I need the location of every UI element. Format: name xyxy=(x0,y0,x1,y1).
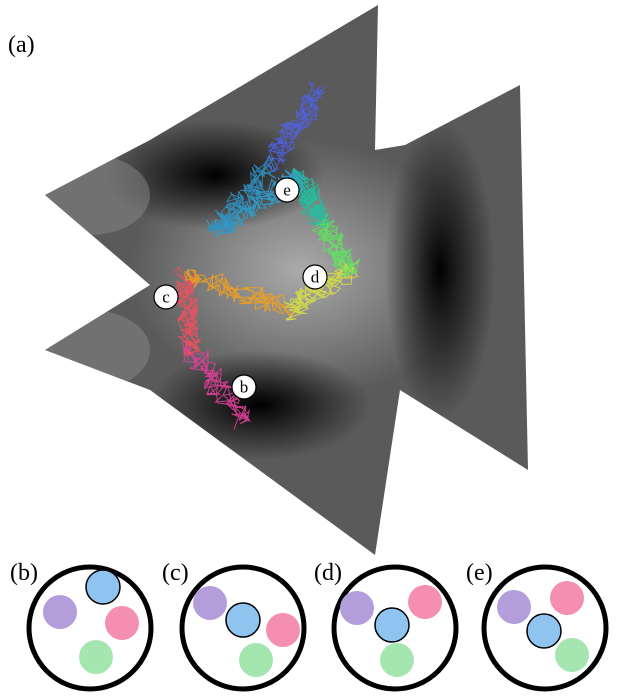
state-markers: b c d e xyxy=(153,177,328,400)
trajectory-segment xyxy=(205,154,277,234)
particle xyxy=(239,643,273,677)
marker-label: c xyxy=(162,288,170,307)
marker-circle xyxy=(153,284,179,310)
marker-label: d xyxy=(311,268,320,287)
marker-circle xyxy=(274,177,300,203)
trajectory-segment xyxy=(183,268,292,319)
trajectory-segment xyxy=(182,340,252,430)
trajectory-segment xyxy=(265,80,327,173)
panel-label: (c) xyxy=(162,560,189,586)
particle xyxy=(408,585,442,619)
particle xyxy=(526,613,562,649)
particle xyxy=(555,638,589,672)
panel-label: (b) xyxy=(10,560,38,586)
particle xyxy=(85,569,121,605)
marker-circle xyxy=(302,264,328,290)
trajectory-segment xyxy=(283,260,359,321)
marker-label: e xyxy=(283,181,291,200)
marker-circle xyxy=(231,374,257,400)
panel-label: (a) xyxy=(8,32,35,58)
particle xyxy=(340,591,374,625)
panel-label: (d) xyxy=(314,560,342,586)
particle xyxy=(43,595,77,629)
trajectory-segment xyxy=(310,212,361,278)
particle xyxy=(79,640,113,674)
particle xyxy=(374,607,410,643)
trajectory-segment xyxy=(174,265,202,357)
trajectory-segment xyxy=(205,169,305,239)
particle xyxy=(380,643,414,677)
configurations xyxy=(26,564,609,692)
particle xyxy=(193,586,227,620)
marker-label: b xyxy=(240,378,249,397)
particle xyxy=(105,606,139,640)
particle xyxy=(266,613,300,647)
particle xyxy=(497,590,531,624)
particle xyxy=(225,602,261,638)
trajectory-segment xyxy=(290,167,330,228)
trajectory xyxy=(174,80,361,430)
panel-label: (e) xyxy=(466,560,493,586)
particle xyxy=(550,581,584,615)
